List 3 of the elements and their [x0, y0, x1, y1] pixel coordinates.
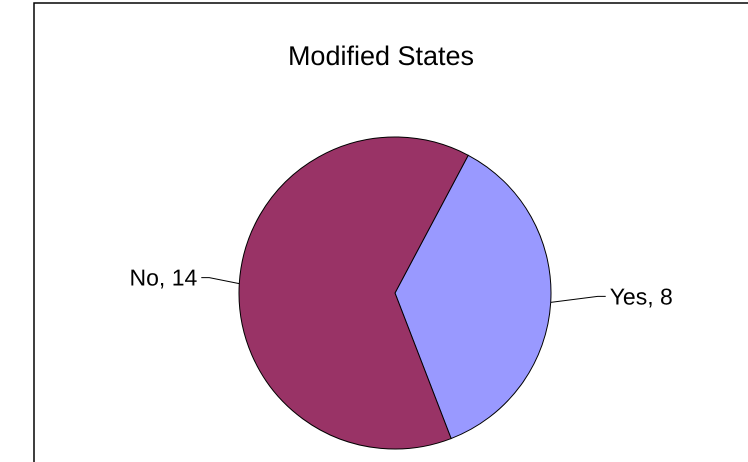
slice-label: No, 14 [130, 264, 198, 291]
slice-label: Yes, 8 [610, 283, 673, 310]
chart-title: Modified States [288, 41, 474, 71]
